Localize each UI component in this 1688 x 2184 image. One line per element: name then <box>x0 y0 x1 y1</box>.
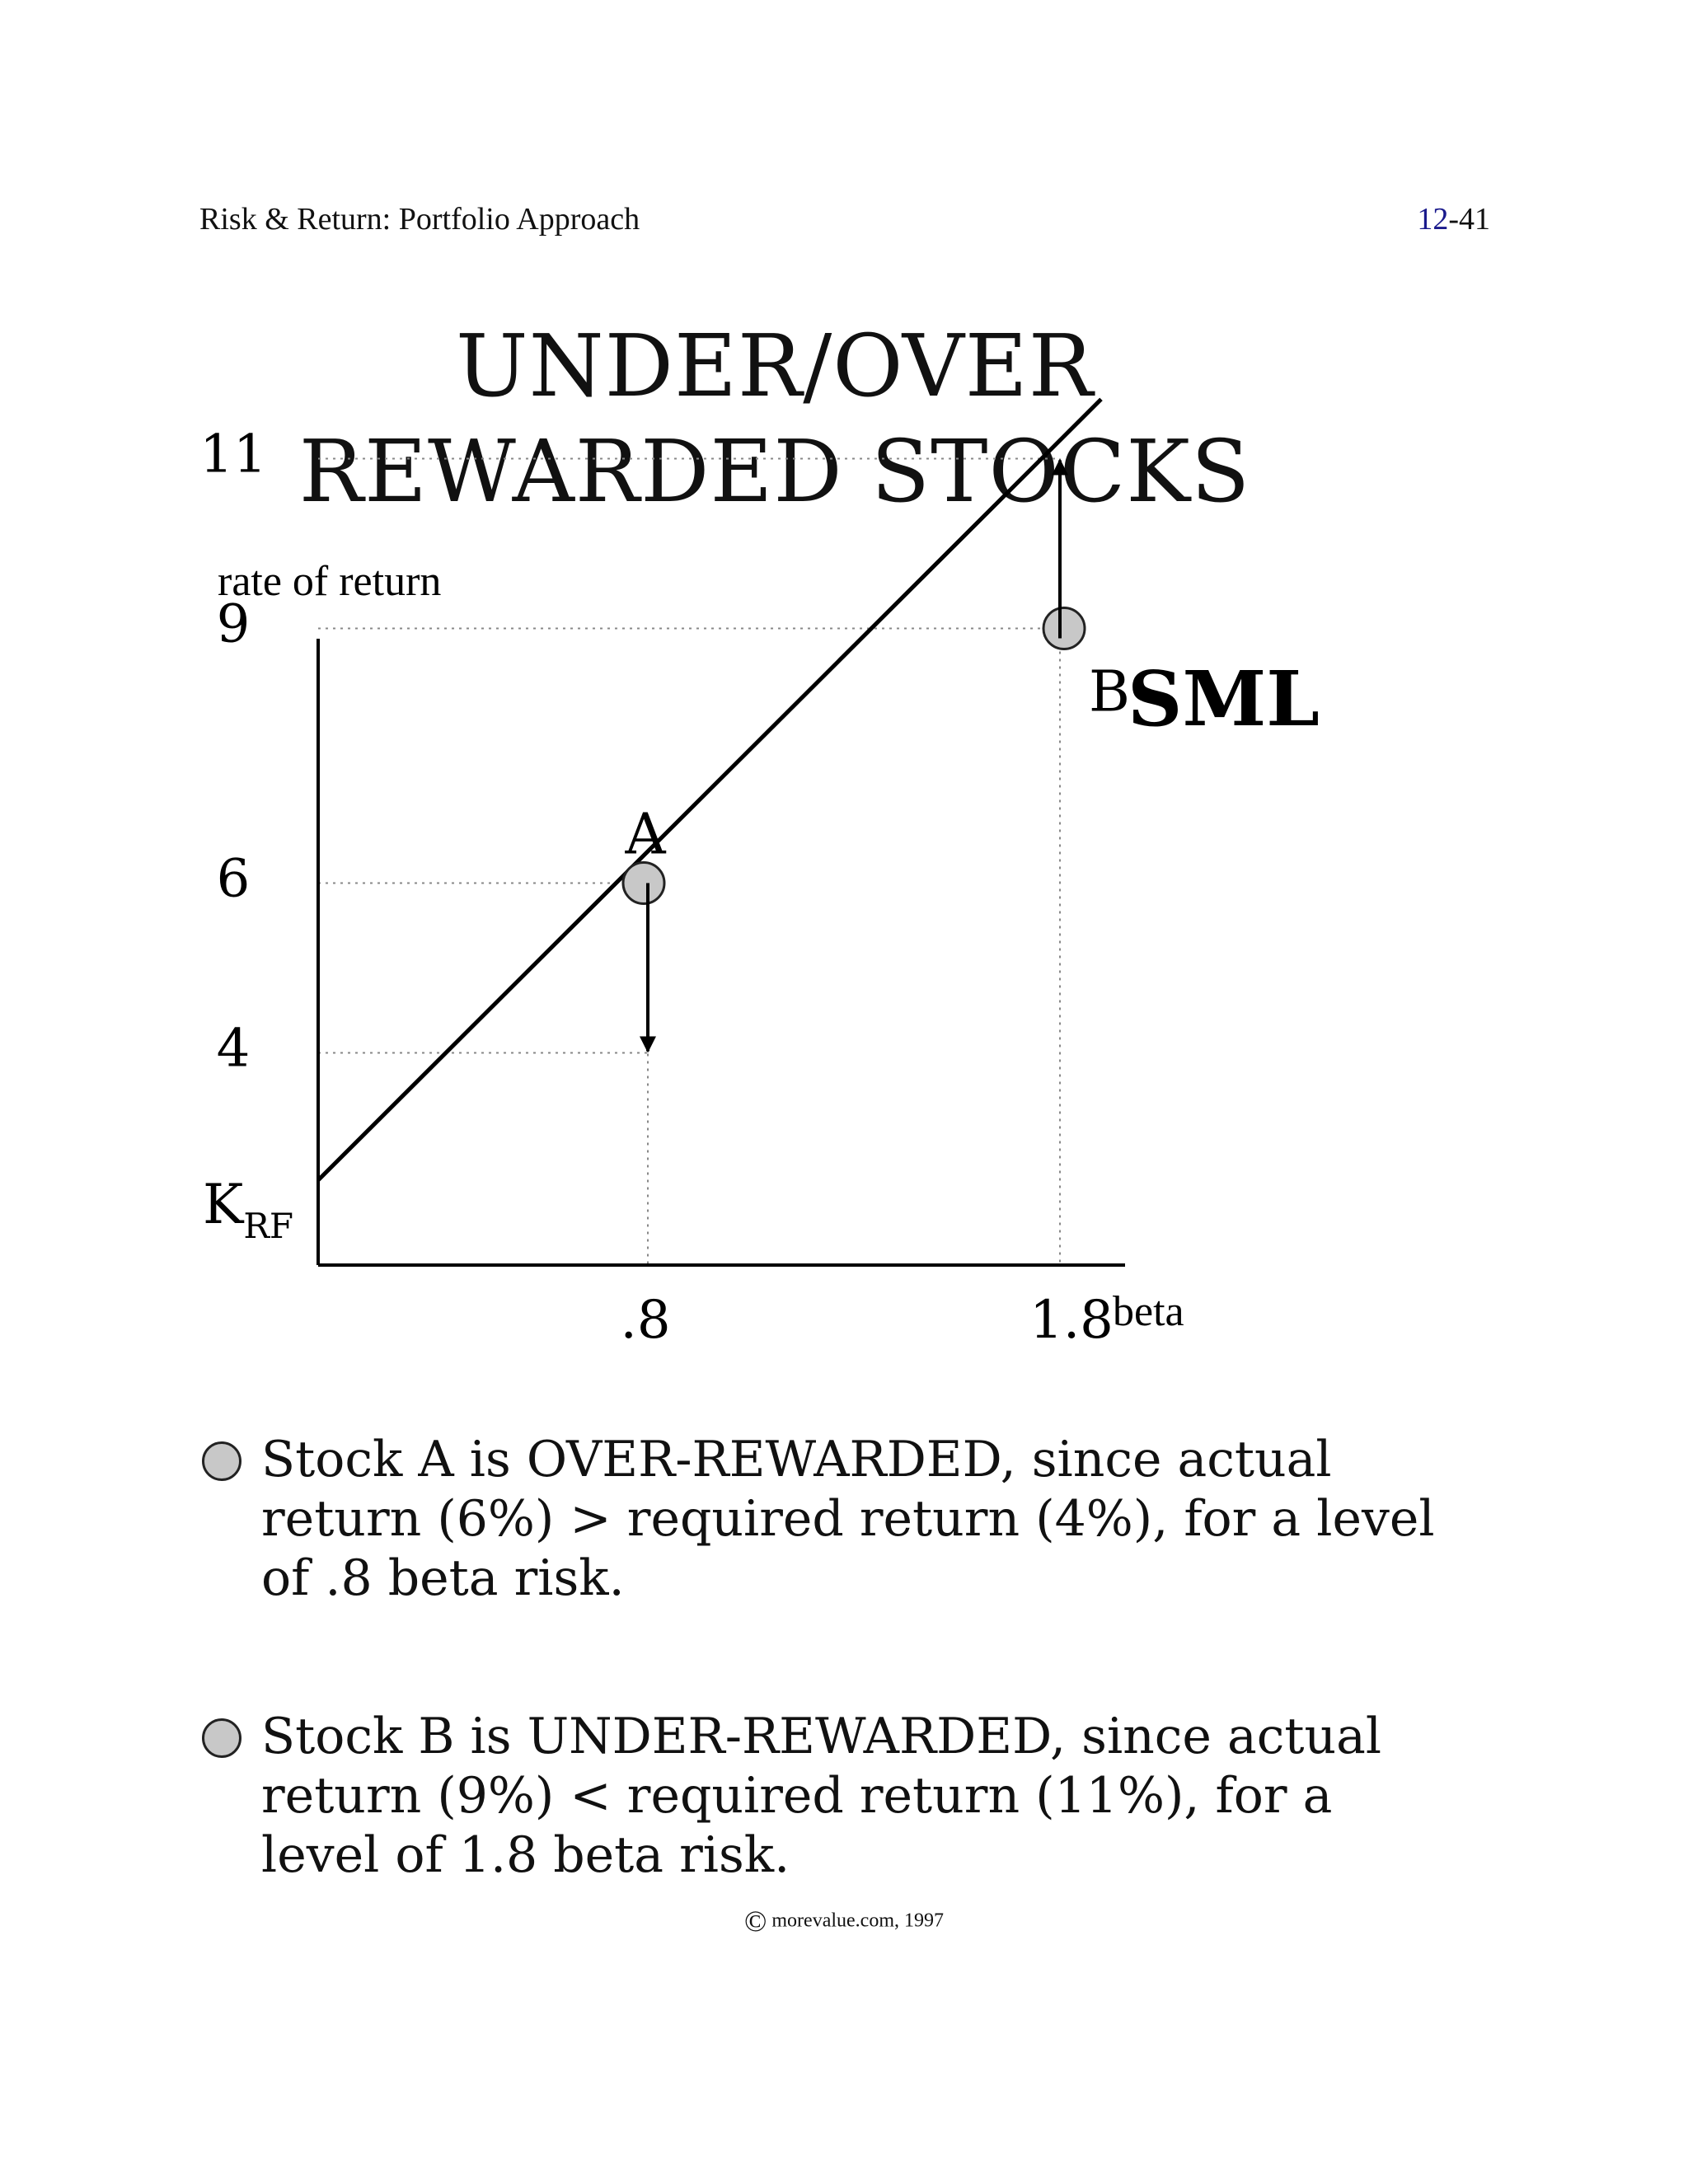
point-label-B: B <box>1089 660 1130 725</box>
y-tick-labels: 11 9 6 4 <box>199 424 266 1080</box>
stock-point-B <box>1042 607 1086 650</box>
x-tick-label: 1.8 <box>1029 1290 1114 1351</box>
x-axis-label: beta <box>1113 1288 1184 1335</box>
footer: © morevalue.com, 1997 <box>0 1904 1688 1938</box>
sml-line <box>316 397 1103 1182</box>
bullet-text: Stock A is OVER-REWARDED, since actual r… <box>261 1431 1435 1607</box>
x-tick-labels: .8 1.8 <box>620 1290 1113 1351</box>
sml-label: SML <box>1128 654 1320 743</box>
page-title: UNDER/OVER REWARDED STOCKS <box>0 313 1550 524</box>
stock-points: AB <box>621 458 1130 1053</box>
bullet-stock-a: Stock A is OVER-REWARDED, since actual r… <box>202 1430 1438 1608</box>
y-tick-label: 9 <box>217 594 251 655</box>
header-title: Risk & Return: Portfolio Approach <box>199 202 640 237</box>
footer-text: morevalue.com, 1997 <box>771 1910 944 1932</box>
stock-point-A <box>621 861 666 905</box>
krf-main: K <box>203 1173 245 1236</box>
page-number-major: 12 <box>1417 202 1449 237</box>
title-line-2: REWARDED STOCKS <box>298 421 1251 522</box>
point-label-A: A <box>624 803 666 868</box>
y-tick-label: 11 <box>199 424 266 485</box>
y-tick-label: 6 <box>217 849 251 910</box>
page-number-minor: -41 <box>1448 202 1490 237</box>
y-axis-label: rate of return <box>218 558 441 605</box>
bullet-text: Stock B is UNDER-REWARDED, since actual … <box>261 1708 1382 1884</box>
bullet-icon <box>202 1718 241 1758</box>
page-number: 12-41 <box>1417 201 1490 237</box>
title-line-1: UNDER/OVER <box>455 316 1095 416</box>
bullet-stock-b: Stock B is UNDER-REWARDED, since actual … <box>202 1707 1438 1885</box>
bullet-list: Stock A is OVER-REWARDED, since actual r… <box>202 1430 1438 1984</box>
krf-label: KRF <box>203 1173 293 1246</box>
krf-sub: RF <box>243 1206 293 1246</box>
x-tick-label: .8 <box>620 1290 670 1351</box>
copyright-icon: © <box>744 1905 767 1938</box>
bullet-icon <box>202 1441 241 1481</box>
y-tick-label: 4 <box>217 1019 251 1080</box>
